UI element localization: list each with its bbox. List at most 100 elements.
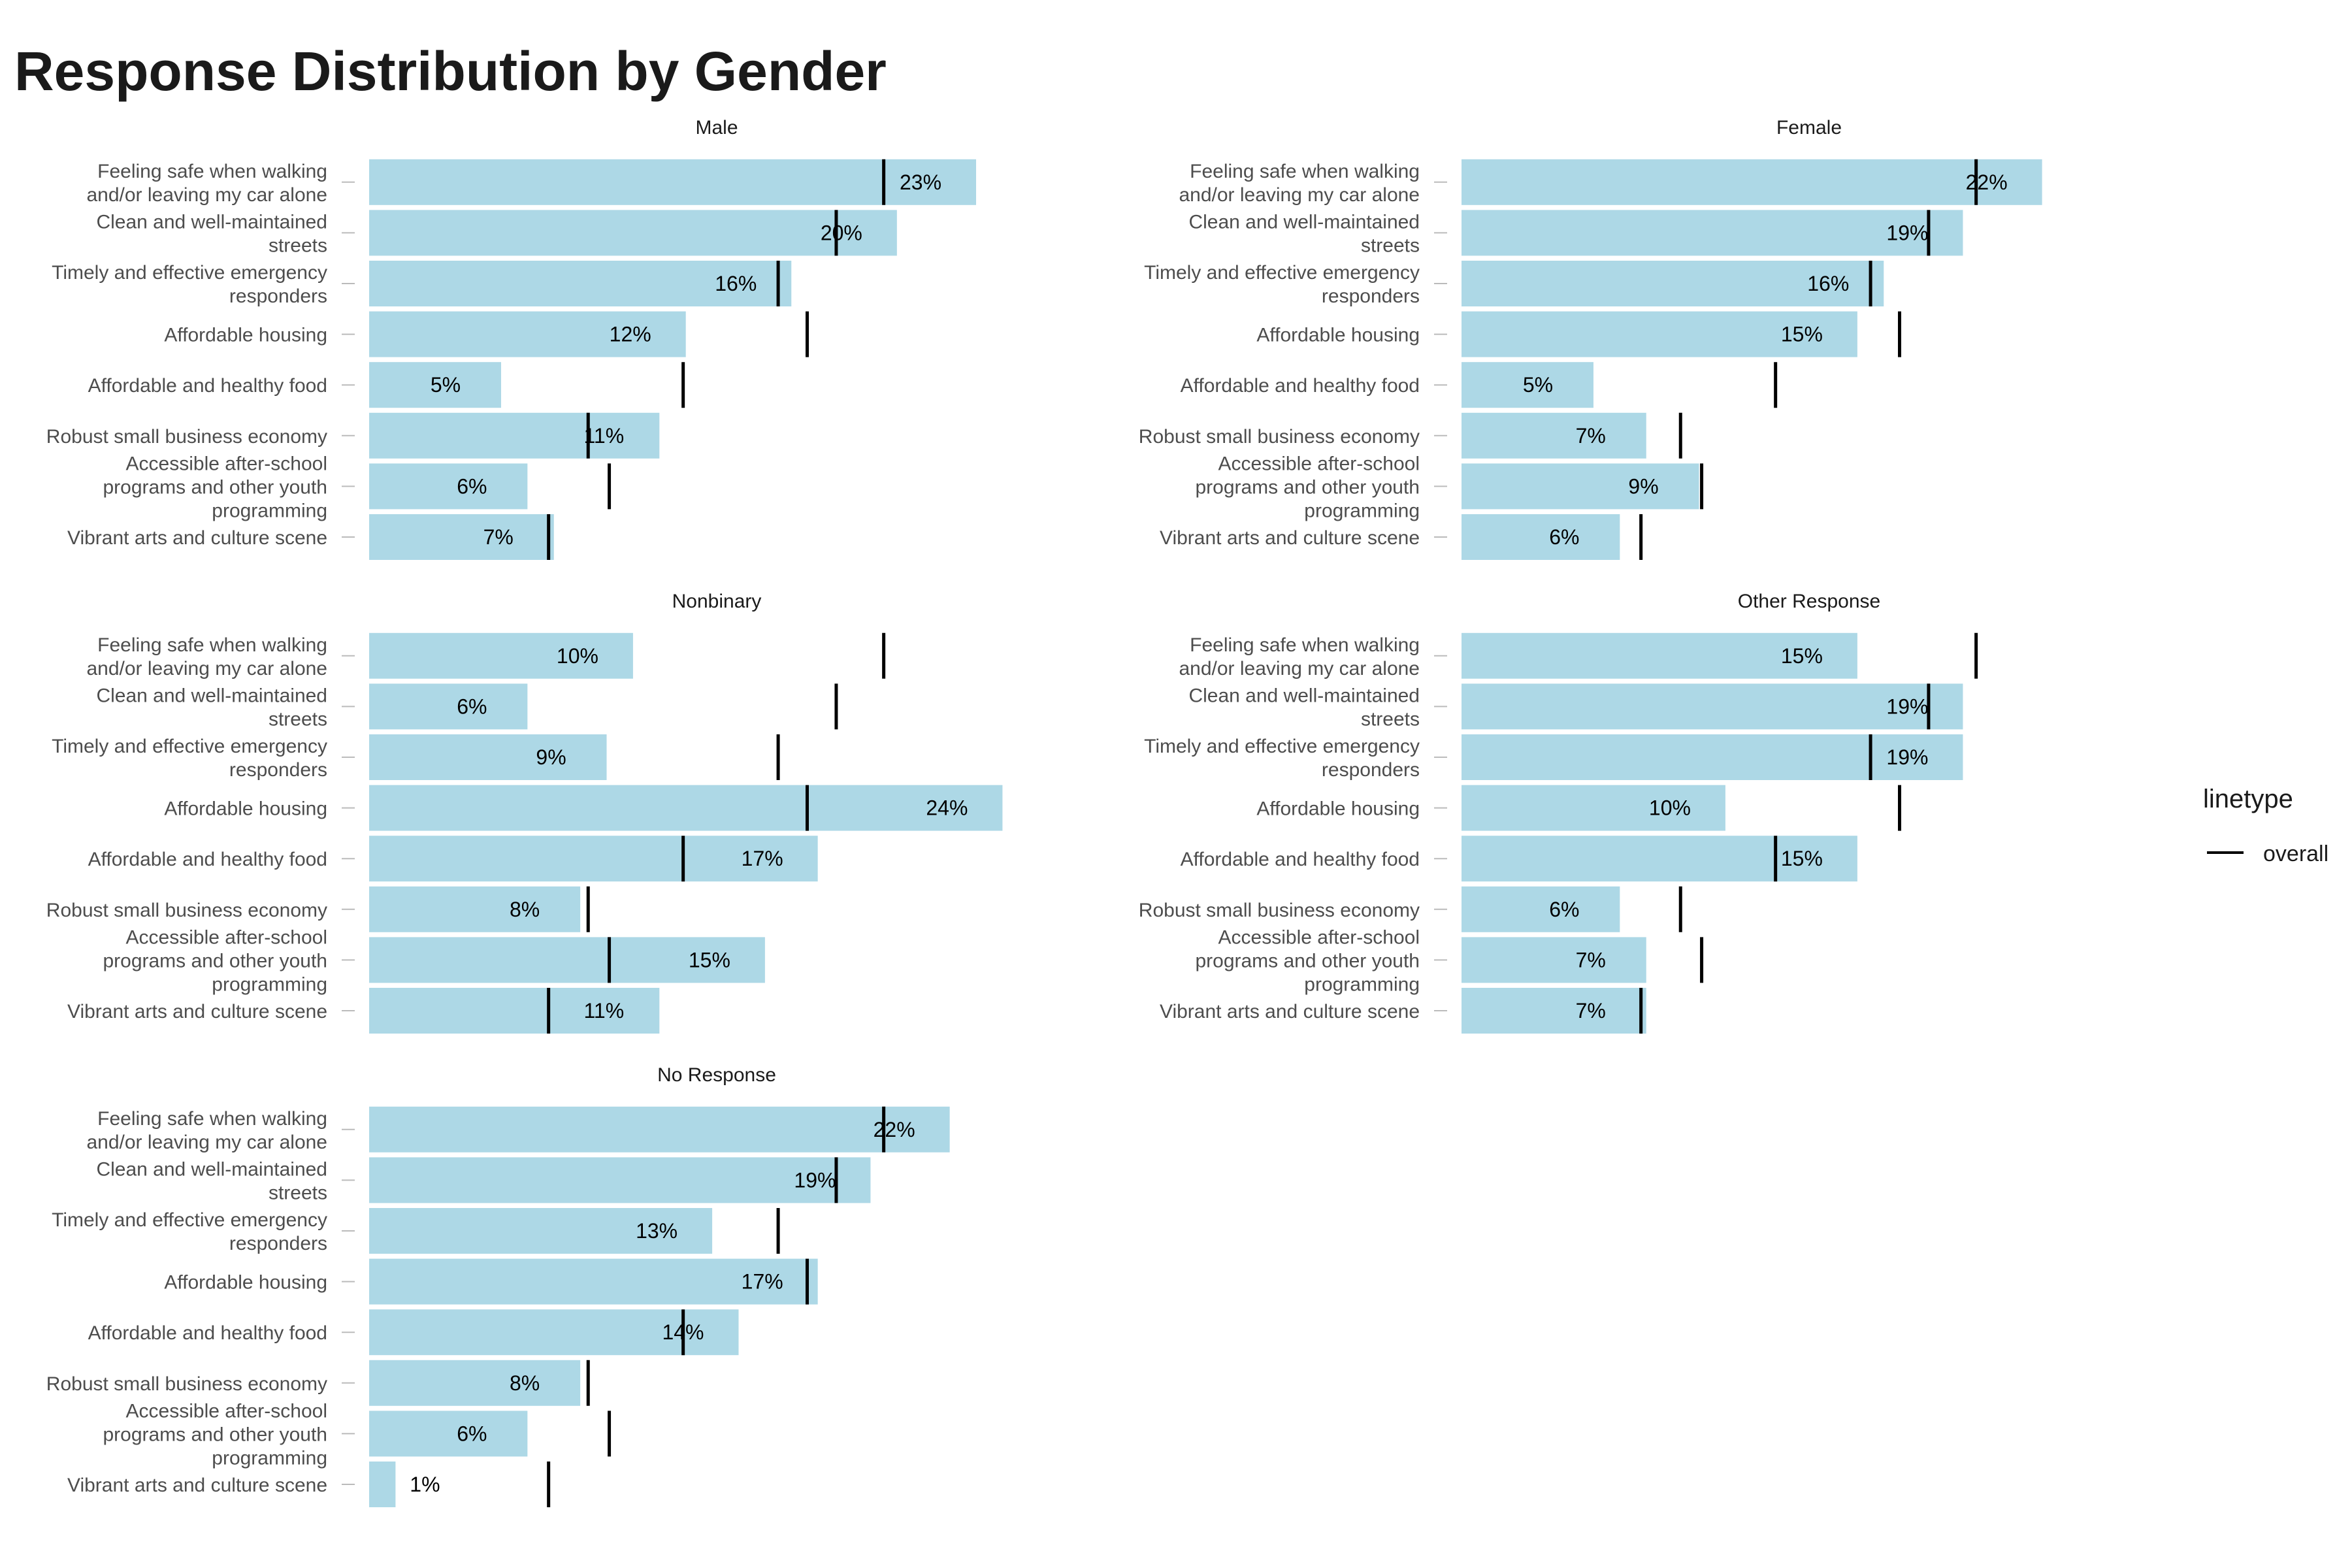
bar [1462, 412, 1646, 459]
bar [369, 683, 528, 730]
data-label: 11% [583, 424, 624, 448]
bar [1462, 463, 1699, 510]
bar [369, 734, 607, 780]
data-label: 19% [1886, 745, 1928, 769]
y-tick-label: Clean and well-maintained streets [96, 685, 327, 730]
panel-female: Female Feeling safe when walking and/or le… [1139, 117, 2042, 560]
bar [1462, 785, 1725, 831]
y-tick-label: Robust small business economy [1139, 426, 1420, 448]
y-tick-label: Affordable and healthy food [1181, 849, 1420, 870]
bar [1462, 514, 1620, 560]
data-label: 17% [742, 847, 783, 870]
data-label: 6% [1549, 898, 1579, 921]
bar [369, 514, 554, 560]
data-label: 16% [1807, 272, 1849, 295]
data-label: 11% [583, 999, 624, 1022]
legend-title: linetype [2203, 785, 2293, 813]
y-tick-label: Vibrant arts and culture scene [67, 1001, 327, 1022]
y-tick-label: Affordable housing [164, 1272, 327, 1294]
y-tick-label: Affordable housing [164, 325, 327, 346]
data-label: 15% [1781, 847, 1823, 870]
data-label: 6% [457, 1422, 487, 1445]
data-label: 9% [1628, 474, 1658, 498]
data-label: 8% [510, 1371, 540, 1395]
data-label: 19% [1886, 694, 1928, 718]
y-tick-label: Feeling safe when walking and/or leaving … [86, 1108, 327, 1153]
bar [369, 632, 633, 679]
panel-other-response: Other Response Feeling safe when walking a… [1139, 591, 1978, 1034]
data-label: 7% [1576, 999, 1606, 1022]
bar [1462, 362, 1593, 408]
bar [369, 463, 528, 510]
data-label: 15% [689, 948, 730, 972]
bar [1462, 159, 2042, 205]
data-label: 17% [742, 1270, 783, 1294]
panel-nonbinary: Nonbinary Feeling safe when walking and/or… [46, 591, 1003, 1034]
y-tick-label: Vibrant arts and culture scene [67, 1475, 327, 1496]
bar [369, 412, 660, 459]
bar [369, 937, 765, 983]
bar [369, 1258, 818, 1305]
y-tick-label: Vibrant arts and culture scene [67, 527, 327, 549]
bar [369, 836, 818, 882]
y-tick-label: Clean and well-maintained streets [1188, 685, 1420, 730]
bar [369, 1309, 739, 1356]
y-tick-label: Robust small business economy [46, 900, 327, 921]
y-tick-label: Accessible after-school programs and othe… [103, 1400, 327, 1469]
data-label: 5% [1523, 373, 1553, 397]
y-tick-label: Robust small business economy [46, 1373, 327, 1395]
data-label: 13% [636, 1219, 678, 1243]
y-tick-label: Clean and well-maintained streets [1188, 211, 1420, 256]
y-tick-label: Timely and effective emergency responders [1144, 736, 1420, 781]
panel-male: Male Feeling safe when walking and/or leav… [46, 117, 977, 560]
y-tick-label: Feeling safe when walking and/or leaving … [1179, 634, 1420, 679]
y-tick-label: Affordable and healthy food [88, 375, 327, 397]
bar [369, 1360, 581, 1406]
panel-title: Female [1776, 117, 1842, 139]
bar [369, 159, 977, 205]
data-label: 12% [610, 323, 651, 346]
data-label: 24% [926, 796, 968, 820]
y-tick-label: Affordable and healthy food [88, 1322, 327, 1344]
y-tick-label: Feeling safe when walking and/or leaving … [1179, 161, 1420, 206]
data-label: 10% [1649, 796, 1691, 820]
data-label: 16% [715, 272, 757, 295]
bar [369, 261, 792, 306]
data-label: 6% [457, 474, 487, 498]
data-label: 7% [1576, 948, 1606, 972]
data-label: 22% [874, 1118, 915, 1141]
bar [369, 1106, 950, 1152]
y-tick-label: Clean and well-maintained streets [96, 211, 327, 256]
data-label: 20% [821, 221, 862, 244]
panel-title: Other Response [1738, 591, 1880, 612]
y-tick-label: Affordable housing [1256, 798, 1420, 820]
panel-title: No Response [657, 1064, 776, 1086]
chart-title: Response Distribution by Gender [14, 41, 887, 102]
y-tick-label: Affordable housing [1256, 325, 1420, 346]
y-tick-label: Accessible after-school programs and othe… [103, 926, 327, 995]
bar [369, 210, 897, 256]
y-tick-label: Affordable and healthy food [88, 849, 327, 870]
y-tick-label: Accessible after-school programs and othe… [1195, 926, 1420, 995]
bar [369, 1208, 713, 1254]
bar [369, 362, 501, 408]
bar [1462, 210, 1963, 256]
y-tick-label: Feeling safe when walking and/or leaving … [86, 634, 327, 679]
bar [1462, 311, 1857, 357]
data-label: 15% [1781, 644, 1823, 668]
y-tick-label: Clean and well-maintained streets [96, 1158, 327, 1203]
data-label: 5% [431, 373, 461, 397]
panels-layer: Male Feeling safe when walking and/or leav… [46, 117, 2042, 1507]
bar [369, 785, 1003, 831]
bar [369, 311, 686, 357]
data-label: 15% [1781, 323, 1823, 346]
bar [1462, 988, 1646, 1034]
bar [369, 1462, 396, 1507]
data-label: 1% [410, 1473, 440, 1496]
data-label: 19% [1886, 221, 1928, 244]
data-label: 19% [794, 1168, 836, 1192]
bar [369, 886, 581, 932]
y-tick-label: Robust small business economy [1139, 900, 1420, 921]
bar [369, 1411, 528, 1457]
